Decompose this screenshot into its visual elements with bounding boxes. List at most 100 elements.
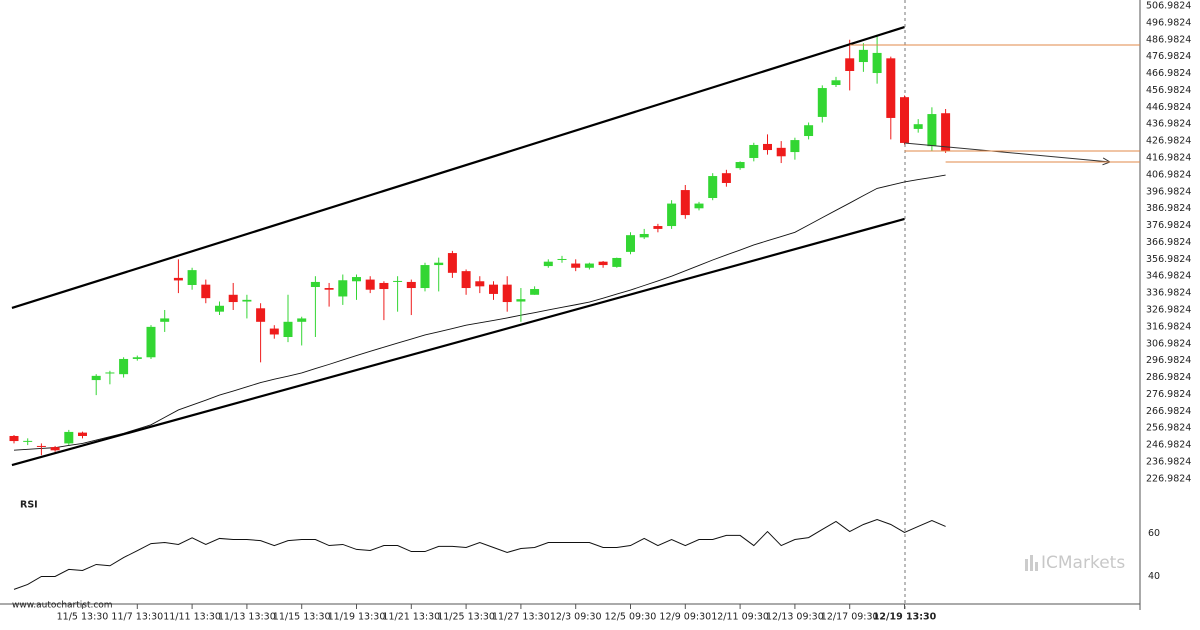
y-tick-label: 60 — [1148, 528, 1160, 539]
trend-line — [904, 142, 1111, 163]
candle-body — [804, 125, 814, 137]
candle-body — [557, 258, 567, 260]
candle-body — [173, 277, 183, 281]
x-tick-label: 12/9 09:30 — [659, 612, 711, 623]
y-tick-label: 276.9824 — [1146, 389, 1191, 400]
candle-body — [872, 52, 882, 74]
candle-body — [749, 144, 759, 158]
candle-body — [516, 299, 526, 302]
y-tick-label: 316.9824 — [1146, 321, 1191, 332]
candle-body — [721, 173, 731, 183]
y-tick-label: 466.9824 — [1146, 68, 1191, 79]
y-tick-label: 336.9824 — [1146, 288, 1191, 299]
candle-body — [105, 372, 115, 374]
candle-body — [776, 147, 786, 157]
candle-body — [187, 270, 197, 285]
logo-bar — [1030, 555, 1033, 571]
y-tick-label: 476.9824 — [1146, 51, 1191, 62]
candle-body — [831, 80, 841, 86]
y-tick-label: 426.9824 — [1146, 136, 1191, 147]
candle-body — [36, 445, 46, 447]
x-tick-label: 11/11 13:30 — [163, 612, 221, 623]
candle-body — [365, 279, 375, 290]
brand-logo: ICMarkets — [1025, 553, 1125, 573]
trend-line — [11, 217, 905, 467]
candle-body — [23, 440, 33, 442]
candle-body — [900, 97, 909, 143]
y-tick-label: 226.9824 — [1146, 473, 1191, 484]
candle-body — [708, 176, 718, 199]
candle-body — [927, 114, 937, 147]
candle-body — [461, 271, 471, 289]
x-tick-label: 12/17 09:30 — [821, 612, 879, 623]
y-tick-label: 346.9824 — [1146, 271, 1191, 282]
x-tick-label: 11/5 13:30 — [57, 612, 109, 623]
y-tick-label: 40 — [1148, 571, 1160, 582]
x-tick-label: 11/25 13:30 — [437, 612, 495, 623]
candle-body — [146, 326, 156, 358]
x-tick-label: 11/15 13:30 — [273, 612, 331, 623]
candle-body — [132, 357, 142, 359]
candle-body — [420, 265, 430, 289]
candle-body — [502, 284, 512, 303]
brand: ICMarkets — [1041, 553, 1125, 573]
x-tick-label: 11/7 13:30 — [111, 612, 163, 623]
candle-body — [393, 280, 403, 282]
candle-body — [283, 321, 293, 338]
candle-body — [352, 277, 361, 282]
candle-body — [119, 358, 129, 375]
x-tick-label: 11/13 13:30 — [218, 612, 276, 623]
candle-body — [858, 49, 868, 63]
candle-body — [598, 261, 608, 266]
logo-bar — [1025, 559, 1028, 571]
y-tick-label: 256.9824 — [1146, 423, 1191, 434]
candle-body — [160, 318, 170, 322]
y-tick-label: 266.9824 — [1146, 406, 1191, 417]
candle-body — [653, 226, 663, 229]
candle-body — [78, 432, 87, 436]
candle-body — [269, 328, 279, 335]
candle-body — [626, 235, 635, 252]
candle-body — [297, 318, 307, 322]
candle-body — [584, 263, 594, 268]
candle-body — [735, 162, 745, 169]
y-tick-label: 416.9824 — [1146, 153, 1191, 164]
moving-average — [13, 174, 946, 451]
source: www.autochartist.com — [12, 601, 113, 611]
y-tick-label: 246.9824 — [1146, 440, 1191, 451]
candle-body — [242, 299, 252, 302]
y-tick-label: 486.9824 — [1146, 34, 1191, 45]
candle-body — [694, 203, 704, 209]
y-tick-label: 306.9824 — [1146, 338, 1191, 349]
candle-body — [64, 431, 74, 444]
candle-body — [475, 281, 485, 287]
candle-body — [817, 88, 827, 117]
y-tick-label: 456.9824 — [1146, 85, 1191, 96]
y-tick-label: 376.9824 — [1146, 220, 1191, 231]
candle-body — [256, 308, 266, 322]
y-tick-label: 236.9824 — [1146, 457, 1191, 468]
candle-body — [91, 375, 101, 381]
y-tick-label: 326.9824 — [1146, 305, 1191, 316]
candle-body — [571, 263, 581, 268]
y-tick-label: 406.9824 — [1146, 169, 1191, 180]
y-tick-label: 506.9824 — [1146, 0, 1191, 11]
candle-body — [763, 143, 772, 151]
candle-body — [324, 288, 334, 290]
y-tick-label: 396.9824 — [1146, 186, 1191, 197]
candle-body — [489, 284, 498, 294]
x-tick-label: 11/21 13:30 — [382, 612, 440, 623]
x-tick-label: 11/27 13:30 — [492, 612, 550, 623]
candle-body — [913, 124, 923, 129]
candle-body — [338, 280, 348, 297]
candle-body — [379, 282, 389, 290]
y-tick-label: 446.9824 — [1146, 102, 1191, 113]
x-tick-label: 12/19 13:30 — [873, 612, 937, 623]
candle-body — [406, 281, 416, 289]
x-tick-label: 12/5 09:30 — [605, 612, 657, 623]
trend-line — [11, 26, 905, 310]
candle-body — [201, 284, 211, 299]
x-tick-label: 12/3 09:30 — [550, 612, 602, 623]
